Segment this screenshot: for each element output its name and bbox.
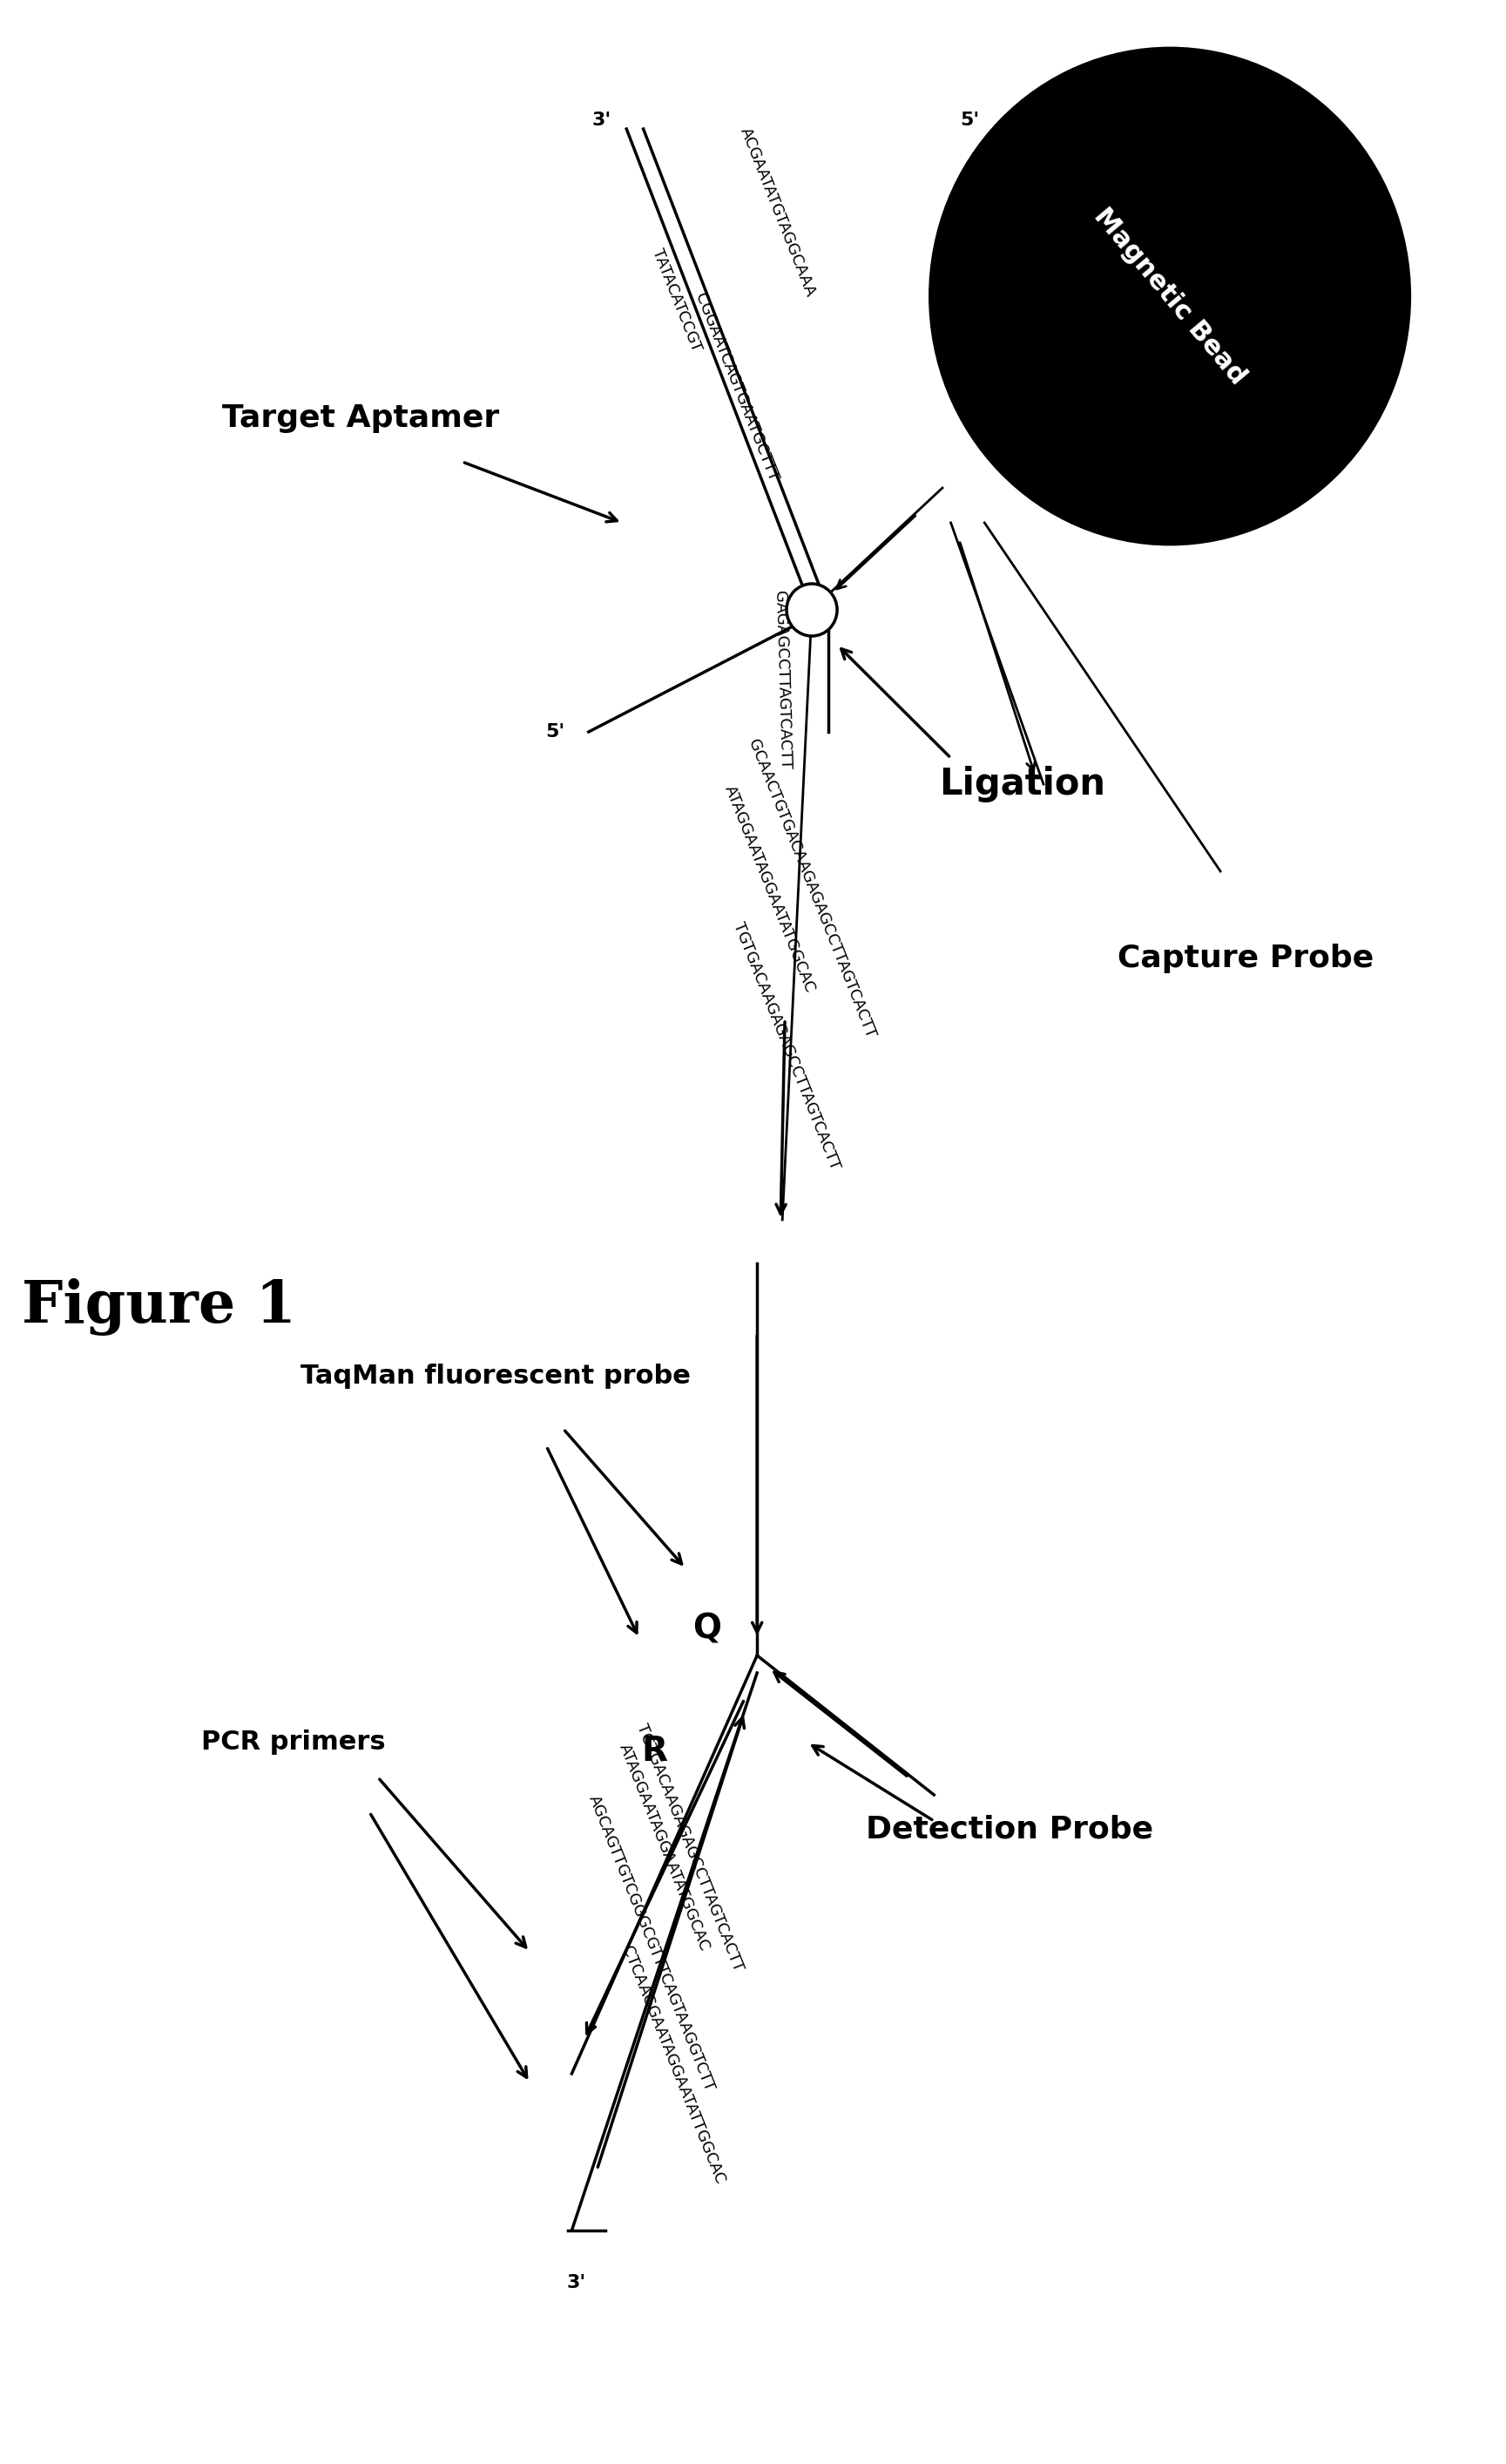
Text: 5': 5'	[545, 722, 565, 742]
Text: Magnetic Bead: Magnetic Bead	[1089, 202, 1251, 389]
Text: CGGAATCAGTGAATGCTTT: CGGAATCAGTGAATGCTTT	[691, 291, 780, 483]
Text: ATAGGAATAGGAATATGGCAC: ATAGGAATAGGAATATGGCAC	[721, 784, 818, 995]
Text: 3': 3'	[592, 111, 611, 128]
Text: Q: Q	[693, 1614, 721, 1646]
Text: ACGAATATGTAGGCAAA: ACGAATATGTAGGCAAA	[738, 126, 819, 301]
Text: TaqMan fluorescent probe: TaqMan fluorescent probe	[301, 1365, 691, 1390]
Text: TATACATCCGT: TATACATCCGT	[649, 246, 705, 352]
Text: CTCAAGGAATAGGAATATTGGCAC: CTCAAGGAATAGGAATATTGGCAC	[619, 1944, 727, 2186]
Text: ATAGGAATAGGAATATGGCAC: ATAGGAATAGGAATATGGCAC	[616, 1742, 712, 1954]
Text: GAGAGCCTTAGTCACTT: GAGAGCCTTAGTCACTT	[773, 589, 792, 769]
Text: Capture Probe: Capture Probe	[1117, 944, 1373, 973]
Text: TGTGACAAGAGAGCCTTAGTCACTT: TGTGACAAGAGAGCCTTAGTCACTT	[634, 1722, 745, 1974]
Text: 5': 5'	[959, 111, 979, 128]
Text: TGTGACAAGAGAGCCTTAGTCACTT: TGTGACAAGAGAGCCTTAGTCACTT	[730, 919, 843, 1170]
Text: R: R	[642, 1735, 667, 1767]
Text: Ligation: Ligation	[940, 766, 1105, 803]
Text: GCAACTGTGACAAGAGAGCCTTAGTCACTT: GCAACTGTGACAAGAGAGCCTTAGTCACTT	[745, 737, 878, 1040]
Circle shape	[786, 584, 837, 636]
Text: Detection Probe: Detection Probe	[866, 1816, 1154, 1846]
Text: 3': 3'	[566, 2274, 586, 2292]
Text: PCR primers: PCR primers	[202, 1730, 386, 1754]
Text: Figure 1: Figure 1	[21, 1279, 297, 1335]
Text: AGCAGTTGTCGGGCGTTTCAGTAAGGTCTT: AGCAGTTGTCGGGCGTTTCAGTAAGGTCTT	[586, 1794, 718, 2094]
Text: Target Aptamer: Target Aptamer	[223, 404, 500, 434]
Circle shape	[929, 47, 1410, 545]
